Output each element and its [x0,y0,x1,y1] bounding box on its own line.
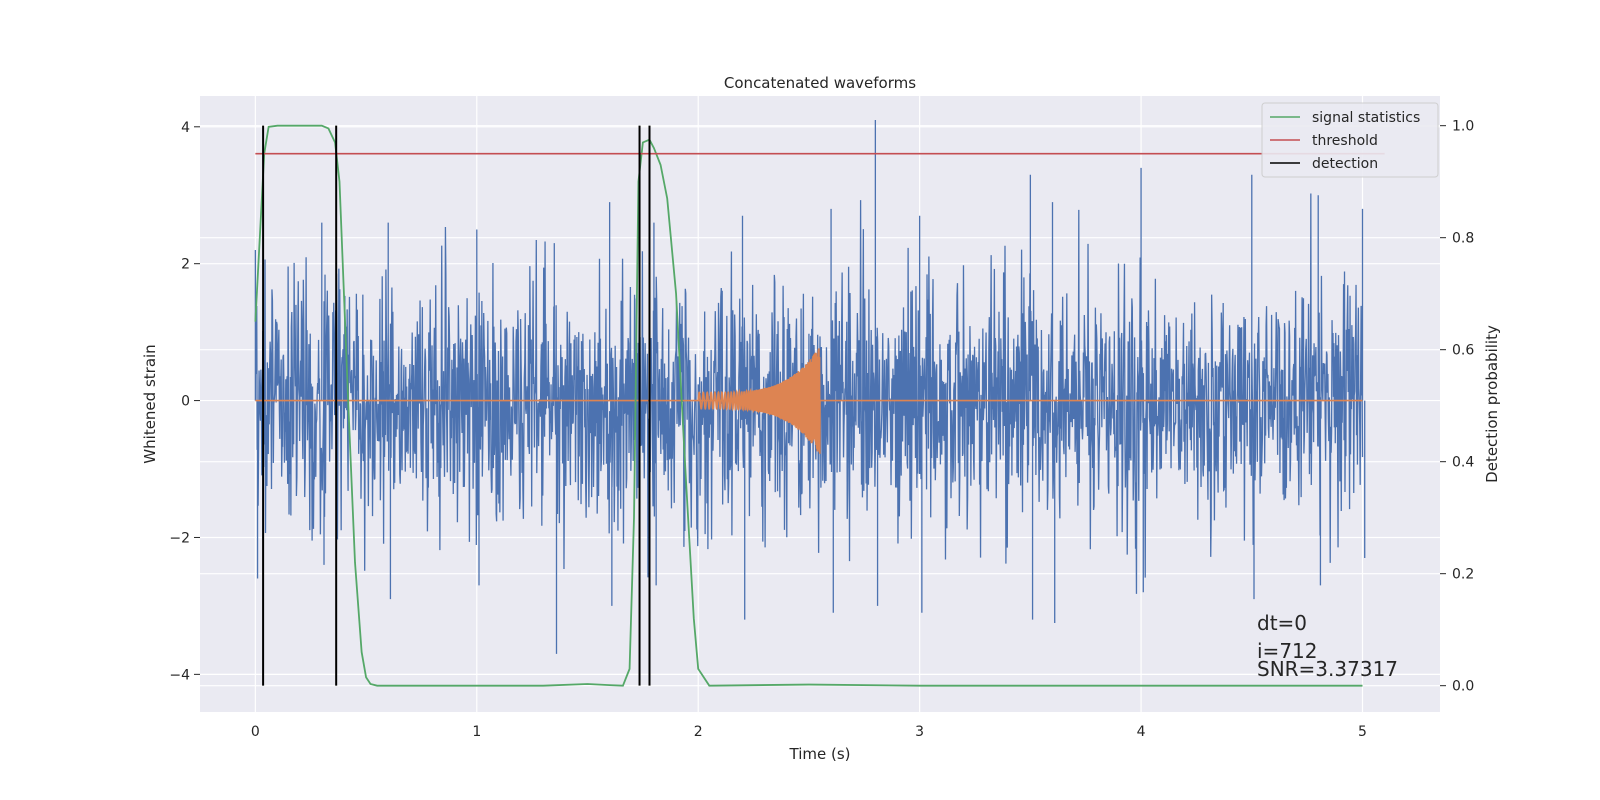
whitened-strain-layer [254,119,1366,654]
y-tick-label: −2 [169,530,190,546]
signal-statistics-layer [254,124,1363,687]
legend-label-detection: detection [1312,156,1378,172]
ticks: 0 1 2 3 4 5 −4 −2 0 2 4 0.0 0.2 0.4 0.6 0.8 1.0 [169,119,1474,740]
annotation-dt: dt=0 [1257,611,1307,635]
whitened-strain-line [254,119,1366,654]
y2-tick-label: 0.8 [1452,231,1474,247]
y2-tick-label: 0.0 [1452,679,1474,695]
x-tick-label: 5 [1358,724,1367,740]
legend: signal statistics threshold detection [1261,102,1439,178]
x-axis-label: Time (s) [789,745,851,763]
y-tick-label: −4 [169,667,190,683]
chart-title: Concatenated waveforms [724,74,916,92]
y2-tick-label: 0.4 [1452,455,1474,471]
x-tick-label: 0 [251,724,260,740]
x-tick-label: 1 [472,724,481,740]
injected-waveform-layer [255,348,1363,454]
y-tick-label: 2 [181,257,190,273]
x-tick-label: 4 [1137,724,1146,740]
signal-statistics-line [254,124,1363,687]
y2-tick-label: 1.0 [1452,119,1474,135]
x-tick-label: 3 [915,724,924,740]
y2-tick-label: 0.2 [1452,567,1474,583]
y-tick-label: 0 [181,394,190,410]
y-tick-label: 4 [181,120,190,136]
y2-tick-label: 0.6 [1452,343,1474,359]
annotation-index: i=712 [1257,639,1318,663]
x-tick-label: 2 [694,724,703,740]
legend-box [1261,102,1439,178]
y-axis-label: Whitened strain [141,344,159,463]
legend-label-threshold: threshold [1312,133,1378,149]
injected-waveform-line [255,348,1363,454]
y2-axis-label: Detection probability [1483,325,1501,483]
legend-label-signal-statistics: signal statistics [1312,110,1420,126]
detection-layer [262,125,651,686]
annotation-snr: SNR=3.37317 [1257,657,1398,681]
